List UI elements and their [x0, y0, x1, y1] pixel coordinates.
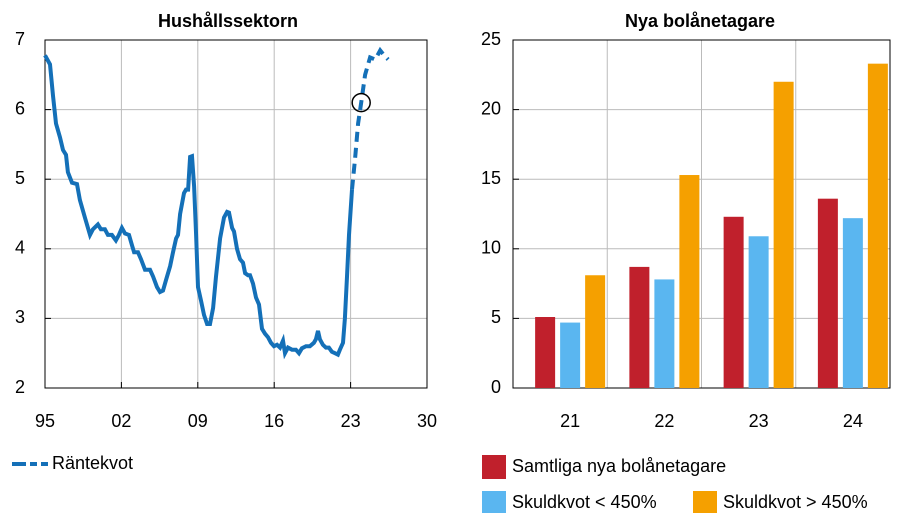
legend-swatch	[693, 491, 717, 513]
plot-frame	[512, 39, 891, 389]
bar	[842, 218, 863, 388]
bar	[867, 63, 888, 388]
legend-swatch	[482, 491, 506, 513]
bar	[535, 317, 556, 388]
x-tick-label: 30	[417, 411, 437, 431]
x-tick-label: 22	[654, 411, 674, 431]
y-tick-label: 4	[15, 238, 25, 258]
y-tick-label: 7	[15, 29, 25, 49]
y-tick-label: 15	[481, 168, 501, 188]
y-tick-label: 5	[491, 307, 501, 327]
x-tick-label: 09	[188, 411, 208, 431]
x-tick-label: 95	[35, 411, 55, 431]
x-tick-label: 16	[264, 411, 284, 431]
x-tick-label: 21	[560, 411, 580, 431]
bar	[773, 81, 794, 388]
y-tick-label: 2	[15, 377, 25, 397]
bar	[679, 175, 700, 388]
x-tick-label: 23	[749, 411, 769, 431]
y-tick-label: 5	[15, 168, 25, 188]
bar	[654, 279, 675, 388]
chart-title: Nya bolånetagare	[625, 11, 775, 31]
y-tick-label: 6	[15, 98, 25, 118]
legend-swatch	[482, 455, 506, 479]
legend-label: Skuldkvot > 450%	[723, 492, 868, 512]
y-tick-label: 0	[491, 377, 501, 397]
bar	[585, 275, 606, 388]
y-tick-label: 3	[15, 307, 25, 327]
legend-label: Räntekvot	[52, 453, 133, 473]
bar	[723, 216, 744, 388]
bar	[560, 322, 581, 388]
bar	[629, 266, 650, 388]
plot-frame	[44, 39, 428, 389]
legend-label: Samtliga nya bolånetagare	[512, 456, 726, 476]
x-tick-label: 24	[843, 411, 863, 431]
y-tick-label: 20	[481, 98, 501, 118]
bar	[748, 236, 769, 388]
legend-label: Skuldkvot < 450%	[512, 492, 657, 512]
x-tick-label: 02	[111, 411, 131, 431]
line-actual	[43, 54, 354, 360]
y-tick-label: 25	[481, 29, 501, 49]
chart-title: Hushållssektorn	[158, 11, 298, 31]
x-tick-label: 23	[341, 411, 361, 431]
bar	[817, 198, 838, 388]
line-forecast	[350, 46, 390, 190]
y-tick-label: 10	[481, 238, 501, 258]
annotation-circle	[351, 92, 371, 113]
